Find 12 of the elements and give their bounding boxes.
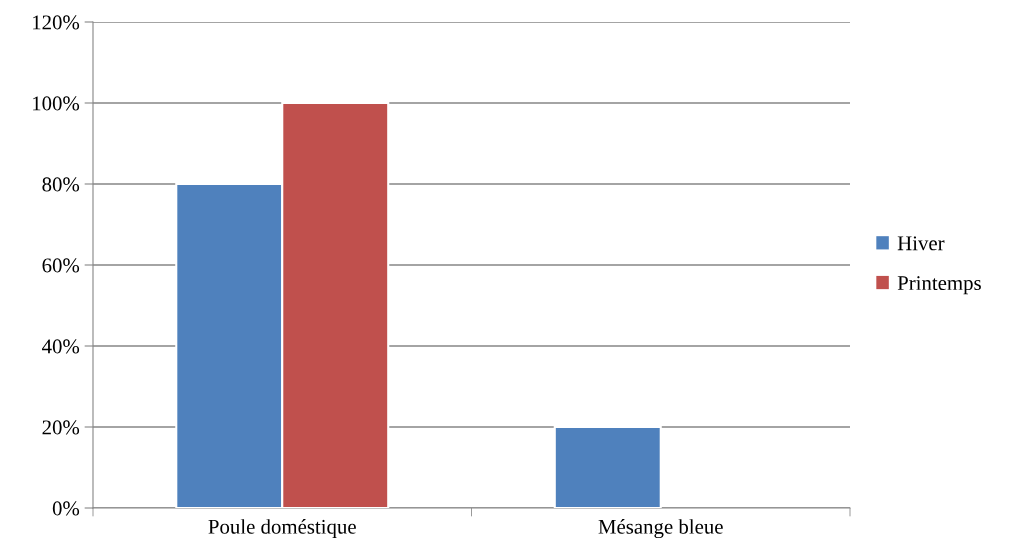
y-tick-label: 40% (42, 339, 80, 354)
legend-label: Hiver (897, 236, 945, 251)
x-tick-label: Poule doméstique (208, 519, 356, 539)
y-tick-label: 120% (33, 15, 80, 30)
y-tick-label: 60% (42, 258, 80, 273)
y-tick-label: 80% (42, 177, 80, 192)
y-tick-label: 20% (42, 420, 80, 435)
bar (553, 425, 662, 508)
y-tick-label: 0% (52, 501, 80, 516)
legend-label: Printemps (897, 276, 981, 295)
y-tick-label: 100% (33, 96, 80, 111)
x-tick-label: Mésange bleue (598, 519, 723, 539)
